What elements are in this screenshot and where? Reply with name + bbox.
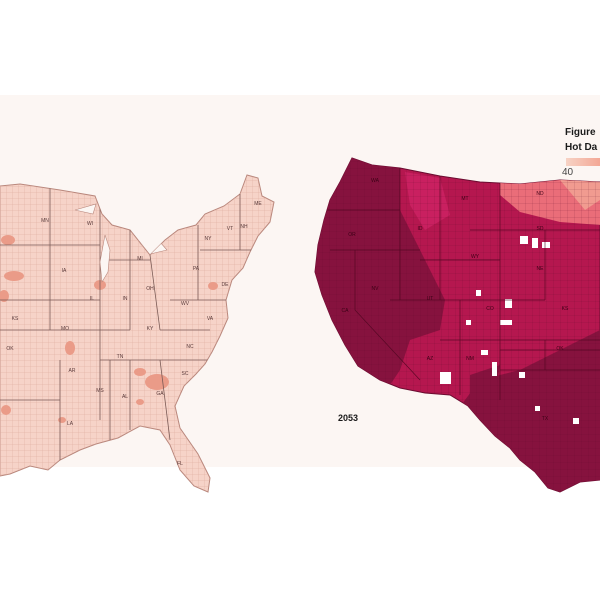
right-state-label-az: AZ bbox=[427, 356, 433, 362]
right-state-label-ok: OK bbox=[556, 346, 564, 352]
left-state-label-mn: MN bbox=[41, 218, 49, 224]
legend-title-line2: Hot Da bbox=[565, 142, 598, 153]
left-state-label-wv: WV bbox=[181, 301, 190, 307]
right-state-label-co: CO bbox=[486, 306, 494, 312]
legend-title-line1: Figure bbox=[565, 127, 596, 138]
left-state-label-ga: GA bbox=[156, 391, 164, 397]
lake-superior bbox=[74, 203, 97, 215]
left-state-label-vt: VT bbox=[227, 226, 233, 232]
left-state-label-ar: AR bbox=[69, 368, 76, 374]
right-map-state-borders bbox=[320, 168, 600, 400]
right-state-labels: WA OR CA NV ID MT WY UT AZ CO NM ND SD NE KS OK TX bbox=[342, 178, 569, 422]
left-state-label-nc: NC bbox=[186, 344, 194, 350]
lake-michigan bbox=[99, 234, 111, 283]
legend-title: Figure Hot Da bbox=[565, 125, 600, 155]
missing-data-counties bbox=[440, 236, 579, 424]
left-map-state-borders bbox=[0, 186, 255, 470]
right-state-label-nm: NM bbox=[466, 356, 474, 362]
left-state-label-in: IN bbox=[123, 296, 128, 302]
left-state-label-fl: FL bbox=[177, 461, 183, 467]
left-state-label-wi: WI bbox=[87, 221, 93, 227]
left-state-labels: ME VT NH NY PA OH IN IL IA MN WI MI MO KY WV VA TN NC SC GA… bbox=[6, 201, 262, 467]
left-state-label-nh: NH bbox=[240, 224, 248, 230]
right-state-label-wy: WY bbox=[471, 254, 480, 260]
right-state-label-wa: WA bbox=[371, 178, 380, 184]
right-map: WA OR CA NV ID MT WY UT AZ CO NM ND SD NE KS OK TX bbox=[314, 157, 600, 493]
right-state-label-id: ID bbox=[418, 226, 423, 232]
year-label: 2053 bbox=[338, 413, 359, 423]
left-state-label-il: IL bbox=[90, 296, 94, 302]
left-state-label-tn: TN bbox=[117, 354, 124, 360]
left-map: ME VT NH NY PA OH IN IL IA MN WI MI MO KY WV VA TN NC SC GA… bbox=[0, 174, 275, 493]
right-state-label-or: OR bbox=[348, 232, 356, 238]
left-state-label-pa: PA bbox=[193, 266, 200, 272]
right-state-label-ks: KS bbox=[562, 306, 569, 312]
left-state-label-la: LA bbox=[67, 421, 74, 427]
right-map-regions bbox=[315, 158, 600, 492]
left-state-label-mi: MI bbox=[137, 256, 143, 262]
left-state-label-sc: SC bbox=[182, 371, 189, 377]
right-state-label-mt: MT bbox=[461, 196, 468, 202]
left-state-label-ok: OK bbox=[6, 346, 14, 352]
left-state-label-al: AL bbox=[122, 394, 128, 400]
left-state-label-oh: OH bbox=[146, 286, 154, 292]
legend-tick-label: 40 bbox=[562, 167, 574, 178]
left-state-label-me: ME bbox=[254, 201, 262, 207]
right-state-label-tx: TX bbox=[542, 416, 549, 422]
left-state-label-de: DE bbox=[222, 282, 230, 288]
right-state-label-nd: ND bbox=[536, 191, 544, 197]
left-state-label-ia: IA bbox=[62, 268, 67, 274]
legend-color-bar bbox=[566, 158, 600, 166]
left-state-label-ks: KS bbox=[12, 316, 19, 322]
right-state-label-ne: NE bbox=[537, 266, 545, 272]
left-state-label-ny: NY bbox=[205, 236, 213, 242]
left-state-label-va: VA bbox=[207, 316, 214, 322]
right-state-label-sd: SD bbox=[537, 226, 544, 232]
left-state-label-ms: MS bbox=[96, 388, 104, 394]
right-state-label-ut: UT bbox=[427, 296, 434, 302]
right-state-label-ca: CA bbox=[342, 308, 350, 314]
right-state-label-nv: NV bbox=[372, 286, 380, 292]
left-state-label-mo: MO bbox=[61, 326, 69, 332]
left-state-label-ky: KY bbox=[147, 326, 154, 332]
